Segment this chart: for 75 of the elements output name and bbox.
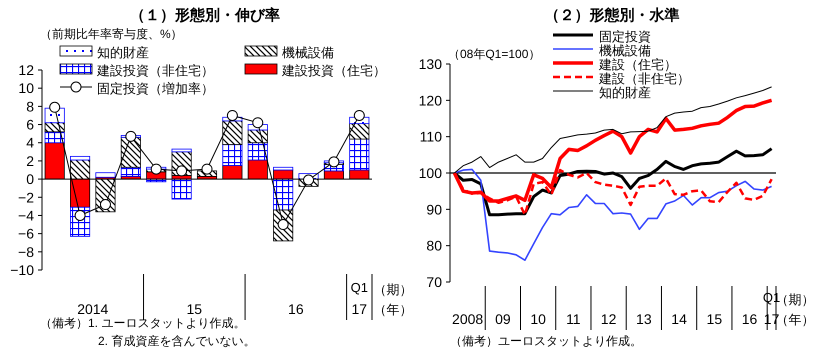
x-tick-label: Q1 (350, 280, 368, 295)
bar (248, 130, 268, 144)
y-tick-label: 90 (426, 201, 442, 218)
text: 11 (566, 311, 581, 327)
y-tick-label: 70 (426, 274, 442, 290)
bar (273, 166, 294, 170)
point (100, 199, 111, 210)
legend-label: 建設投資（住宅） (281, 63, 386, 78)
legend-label: 建設（住宅） (598, 57, 677, 72)
point (328, 156, 340, 168)
bar (172, 148, 192, 152)
text: 2. 育成資産を含んでいない。 (98, 334, 256, 348)
y-tick-label: 0 (26, 171, 34, 188)
y-tick-label: 80 (426, 238, 442, 254)
y-tick-label: 8 (26, 98, 34, 114)
text: 15 (186, 301, 202, 317)
text: （年） (374, 302, 412, 317)
text: （備考）1. ユーロスタットより作成。 (40, 316, 246, 330)
point (176, 165, 188, 176)
text: 15 (706, 311, 722, 327)
text: 14 (671, 311, 688, 327)
y-tick-label: 100 (418, 165, 442, 181)
y-tick-label: 4 (26, 134, 34, 151)
bar (172, 178, 192, 200)
point (125, 130, 136, 142)
point (226, 110, 238, 121)
legend-label: 知的財産 (97, 45, 149, 60)
legend-label: 機械設備 (599, 43, 651, 58)
y-tick-label: 120 (418, 92, 442, 108)
point (252, 117, 264, 128)
legend-label: 固定投資 (599, 29, 651, 44)
text: 10 (530, 311, 546, 327)
y-tick-label: 10 (18, 80, 34, 96)
bar (120, 166, 141, 177)
y-tick-label: −4 (18, 207, 34, 224)
text: 2014 (77, 301, 109, 317)
chart-title: （２）形態別・水準 (544, 7, 680, 24)
text: （期） (374, 282, 412, 297)
text: （備考）ユーロスタットより作成。 (450, 334, 642, 348)
y-axis-title: （08年Q1=100） (448, 47, 540, 61)
text: 12 (600, 311, 617, 327)
bar (70, 156, 90, 160)
legend-label: 知的財産 (599, 85, 651, 100)
y-tick-label: −2 (18, 189, 34, 206)
point (303, 174, 314, 186)
point (202, 164, 212, 175)
legend-label: 機械設備 (282, 45, 334, 60)
bar (222, 144, 242, 166)
y-tick-label: 110 (420, 128, 442, 145)
text: 16 (288, 301, 304, 317)
y-tick-label: −8 (18, 244, 34, 260)
point (74, 210, 86, 221)
y-tick-label: −10 (10, 262, 34, 278)
y-tick-label: 6 (26, 116, 34, 133)
bar (248, 142, 268, 160)
y-axis-title: （前期比年率寄与度、%） (40, 27, 183, 41)
text: 13 (636, 311, 652, 327)
text: 2008 (452, 311, 484, 327)
y-tick-label: −6 (18, 226, 34, 242)
legend-label: 固定投資（増加率） (97, 81, 214, 96)
text: 17 (352, 301, 368, 317)
text: 09 (495, 311, 511, 327)
y-tick-label: 12 (18, 62, 34, 78)
bar (95, 172, 116, 178)
bar (349, 138, 370, 170)
line-series (454, 168, 772, 261)
y-tick-label: 2 (26, 152, 34, 169)
text: 16 (742, 311, 758, 327)
y-tick-label: 130 (418, 56, 442, 72)
legend-label: 建設投資（非住宅） (96, 63, 214, 78)
point (354, 110, 365, 121)
point (150, 164, 162, 175)
legend-label: 建設（非住宅） (598, 71, 690, 86)
chart-title: （１）形態別・伸び率 (130, 6, 280, 24)
point (49, 102, 60, 113)
